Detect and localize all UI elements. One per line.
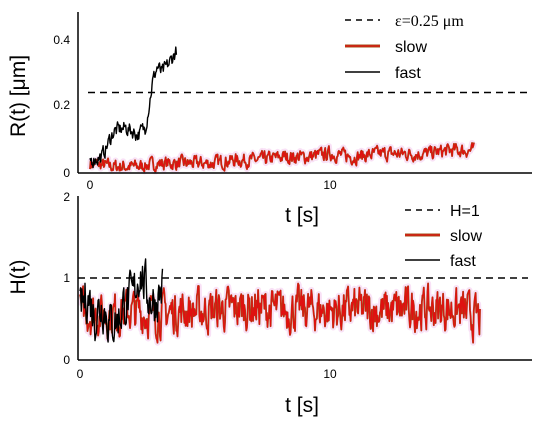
r-x-tick-label-1: 10 (323, 178, 337, 192)
h-x-axis-label: t [s] (285, 394, 319, 417)
r-legend-slow-label: slow (395, 39, 427, 56)
r-y-tick-label-2: 0.4 (53, 33, 70, 47)
h-series-slow-line (79, 282, 481, 344)
r-y-axis-label: R(t) [μm] (7, 55, 30, 137)
h-legend-ref-label: H=1 (450, 203, 480, 220)
r-x-axis-label: t [s] (285, 204, 319, 227)
h-x-tick-label-1: 10 (323, 367, 337, 381)
r-x-tick-label-0: 0 (87, 178, 94, 192)
r-y-tick-label-1: 0.2 (53, 98, 70, 112)
h-y-axis-label: H(t) (7, 260, 30, 295)
h-y-tick-label-2: 2 (63, 190, 70, 204)
h-legend: H=1 slow fast (405, 203, 482, 270)
r-data-layer (87, 46, 528, 175)
r-panel: 0 0.2 0.4 0 10 R(t) [μm] t [s] ε=0.25 μm… (7, 12, 532, 227)
h-legend-slow-label: slow (450, 228, 482, 245)
r-y-tick-label-0: 0 (63, 166, 70, 180)
r-legend-fast-label: fast (395, 65, 421, 82)
r-series-slow-line (89, 142, 475, 172)
h-data-layer (77, 258, 528, 346)
h-legend-fast-label: fast (450, 253, 476, 270)
r-legend: ε=0.25 μm slow fast (345, 13, 464, 82)
r-legend-ref-label: ε=0.25 μm (395, 13, 464, 30)
h-x-tick-label-0: 0 (77, 367, 84, 381)
h-panel: 0 1 2 0 10 H(t) t [s] H=1 slow fast (7, 190, 532, 417)
h-series-fast-line (79, 258, 164, 343)
r-series-fast-line (89, 46, 178, 169)
h-y-tick-label-0: 0 (63, 353, 70, 367)
h-y-tick-label-1: 1 (63, 271, 70, 285)
